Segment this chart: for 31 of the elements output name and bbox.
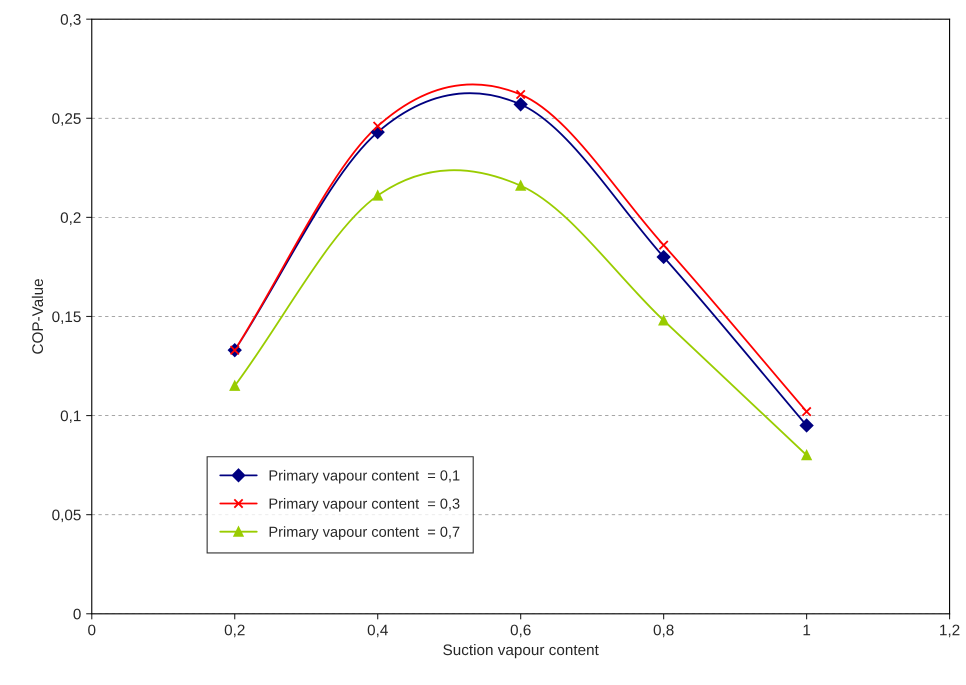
y-tick-label: 0,2 [60,212,81,225]
point [372,121,383,132]
point [656,250,670,264]
x-tick-label: 0,6 [510,624,531,638]
point [658,240,669,250]
y-tick-label: 0,1 [60,410,81,424]
x-tick-label: 1,2 [940,624,960,638]
x-tick-label: 0,2 [224,624,245,638]
y-tick-label: 0,05 [52,510,81,522]
point [516,89,526,100]
x-tick-label: 0 [88,624,96,636]
point [802,450,812,460]
point [800,418,814,432]
x-tick-label: 0,8 [654,624,674,638]
point [372,190,383,201]
point [516,180,526,191]
x-tick-label: 1 [804,624,810,636]
point [230,380,240,391]
x-axis-title: Suction vapour content [443,644,599,658]
legend-label: Primary vapour content = 0,1 [270,470,460,484]
point [514,98,528,112]
point [802,406,812,417]
y-tick-label: 0,25 [52,113,81,126]
legend-label: Primary vapour content = 0,7 [270,526,460,540]
x-tick-label: 0,4 [368,624,388,638]
y-tick-label: 0,15 [52,311,81,324]
legend-label: Primary vapour content = 0,3 [270,498,460,512]
point [658,315,669,326]
y-tick-label: 0,3 [60,14,81,27]
y-axis-title: COP-Value [32,279,44,354]
y-tick-label: 0 [73,608,81,620]
